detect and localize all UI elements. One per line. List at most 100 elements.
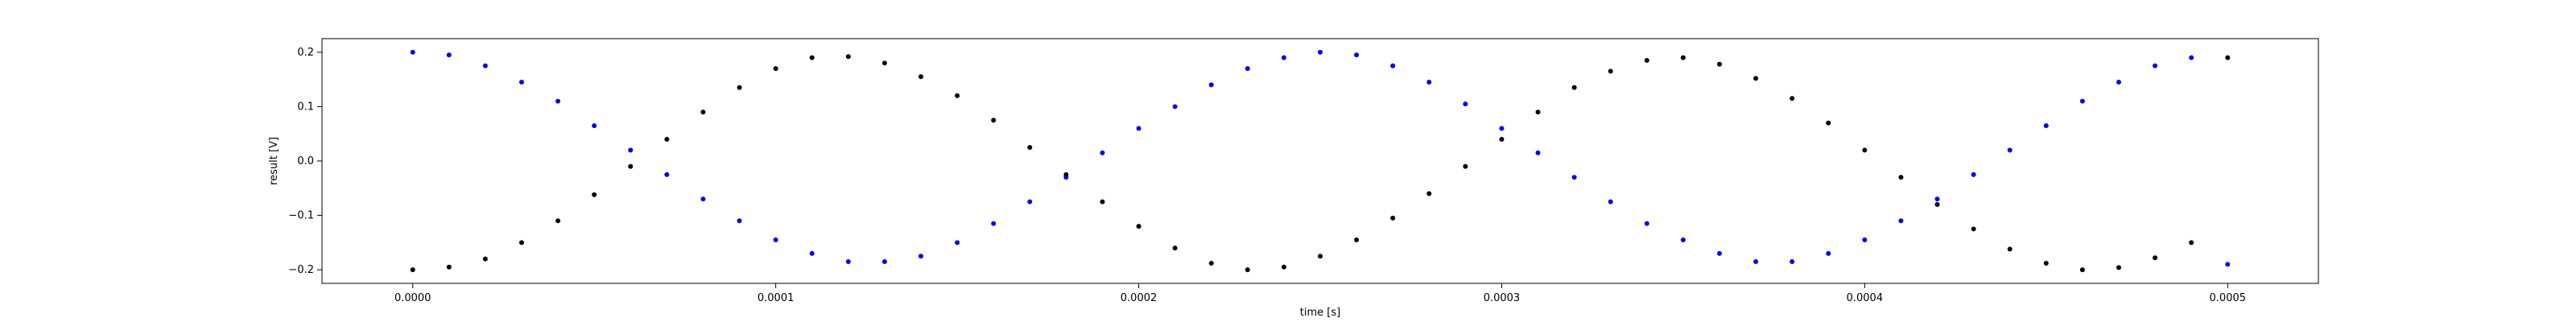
x-axis: 0.0000 0.0001 0.0002 0.0003 0.0004 0.0005 (394, 283, 2246, 304)
data-point (592, 123, 597, 129)
data-point (555, 218, 561, 224)
x-tick-label: 0.0003 (1484, 292, 1521, 304)
data-point (1318, 254, 1323, 259)
series-2 (410, 54, 2231, 273)
data-point (773, 237, 778, 242)
plot-frame (321, 38, 2319, 284)
data-point (1208, 82, 1214, 88)
data-point (1100, 150, 1105, 155)
data-point (845, 258, 851, 264)
data-point (1753, 76, 1759, 81)
data-point (700, 109, 706, 115)
data-point (2189, 55, 2194, 60)
data-point (1971, 171, 1976, 177)
data-point (1136, 126, 1141, 131)
data-point (700, 196, 706, 202)
data-point (446, 264, 452, 270)
data-point (1281, 55, 1286, 60)
data-point (2116, 80, 2121, 85)
y-tick-label: −0.1 (288, 210, 314, 222)
data-point (1063, 171, 1069, 177)
data-point (1971, 226, 1976, 232)
data-point (2043, 261, 2049, 266)
data-point (1281, 264, 1286, 270)
data-point (2189, 240, 2194, 246)
x-tick-label: 0.0002 (1121, 292, 1158, 304)
y-tick-label: 0.0 (297, 155, 314, 167)
data-point (919, 74, 923, 80)
data-point (2007, 147, 2013, 153)
data-point (1644, 221, 1649, 226)
data-point (1898, 218, 1904, 224)
data-point (1898, 175, 1904, 180)
data-point (1862, 237, 1868, 242)
data-point (2225, 262, 2231, 267)
data-point (410, 49, 415, 55)
data-point (1608, 68, 1613, 74)
y-axis-title: result [V] (268, 137, 280, 185)
data-point (845, 54, 851, 60)
data-point (1790, 96, 1795, 101)
data-point (1245, 267, 1250, 273)
series-layer (410, 49, 2231, 273)
data-point (1172, 104, 1178, 109)
data-point (881, 60, 887, 66)
data-point (555, 98, 561, 104)
data-point (1390, 215, 1396, 221)
data-point (664, 171, 670, 177)
data-point (1426, 80, 1432, 85)
x-axis-title: time [s] (1300, 307, 1340, 319)
data-point (2153, 63, 2158, 68)
data-point (1680, 237, 1686, 242)
data-point (955, 240, 960, 246)
data-point (1172, 246, 1178, 251)
data-point (2079, 98, 2085, 104)
data-point (1426, 191, 1432, 196)
data-point (1027, 145, 1033, 151)
data-point (991, 118, 997, 123)
data-point (1390, 63, 1396, 68)
y-axis: −0.2 −0.1 0.0 0.1 0.2 (288, 47, 322, 276)
y-tick-label: 0.1 (297, 101, 314, 113)
data-point (737, 85, 742, 90)
data-point (1027, 199, 1033, 204)
data-point (592, 192, 597, 197)
data-point (1463, 163, 1468, 169)
data-point (1245, 66, 1250, 72)
data-point (1826, 120, 1831, 126)
plot-area (321, 38, 2319, 284)
data-point (919, 254, 923, 259)
data-point (410, 267, 415, 273)
data-point (1208, 261, 1214, 266)
data-point (628, 163, 634, 169)
data-point (1934, 196, 1940, 202)
data-point (1100, 199, 1105, 204)
data-point (955, 93, 960, 98)
x-tick-label: 0.0001 (758, 292, 795, 304)
data-point (628, 147, 634, 153)
data-point (773, 66, 778, 72)
data-point (1790, 258, 1795, 264)
data-point (1571, 85, 1577, 90)
x-tick-label: 0.0000 (394, 292, 431, 304)
data-point (2153, 255, 2158, 261)
series-1 (410, 49, 2231, 267)
data-point (1934, 202, 1940, 208)
data-point (2007, 246, 2013, 252)
data-point (737, 218, 742, 224)
data-point (1499, 136, 1505, 142)
x-tick-label: 0.0005 (2210, 292, 2247, 304)
data-point (446, 52, 452, 58)
y-tick-label: −0.2 (288, 264, 314, 276)
data-point (809, 250, 815, 256)
data-point (1717, 61, 1722, 67)
data-point (2116, 265, 2121, 270)
data-point (2225, 55, 2231, 60)
data-point (1463, 101, 1468, 107)
data-point (1136, 224, 1141, 229)
data-point (991, 221, 997, 226)
data-point (2079, 267, 2085, 273)
data-point (1608, 199, 1613, 204)
data-point (519, 240, 524, 246)
data-point (519, 80, 524, 85)
